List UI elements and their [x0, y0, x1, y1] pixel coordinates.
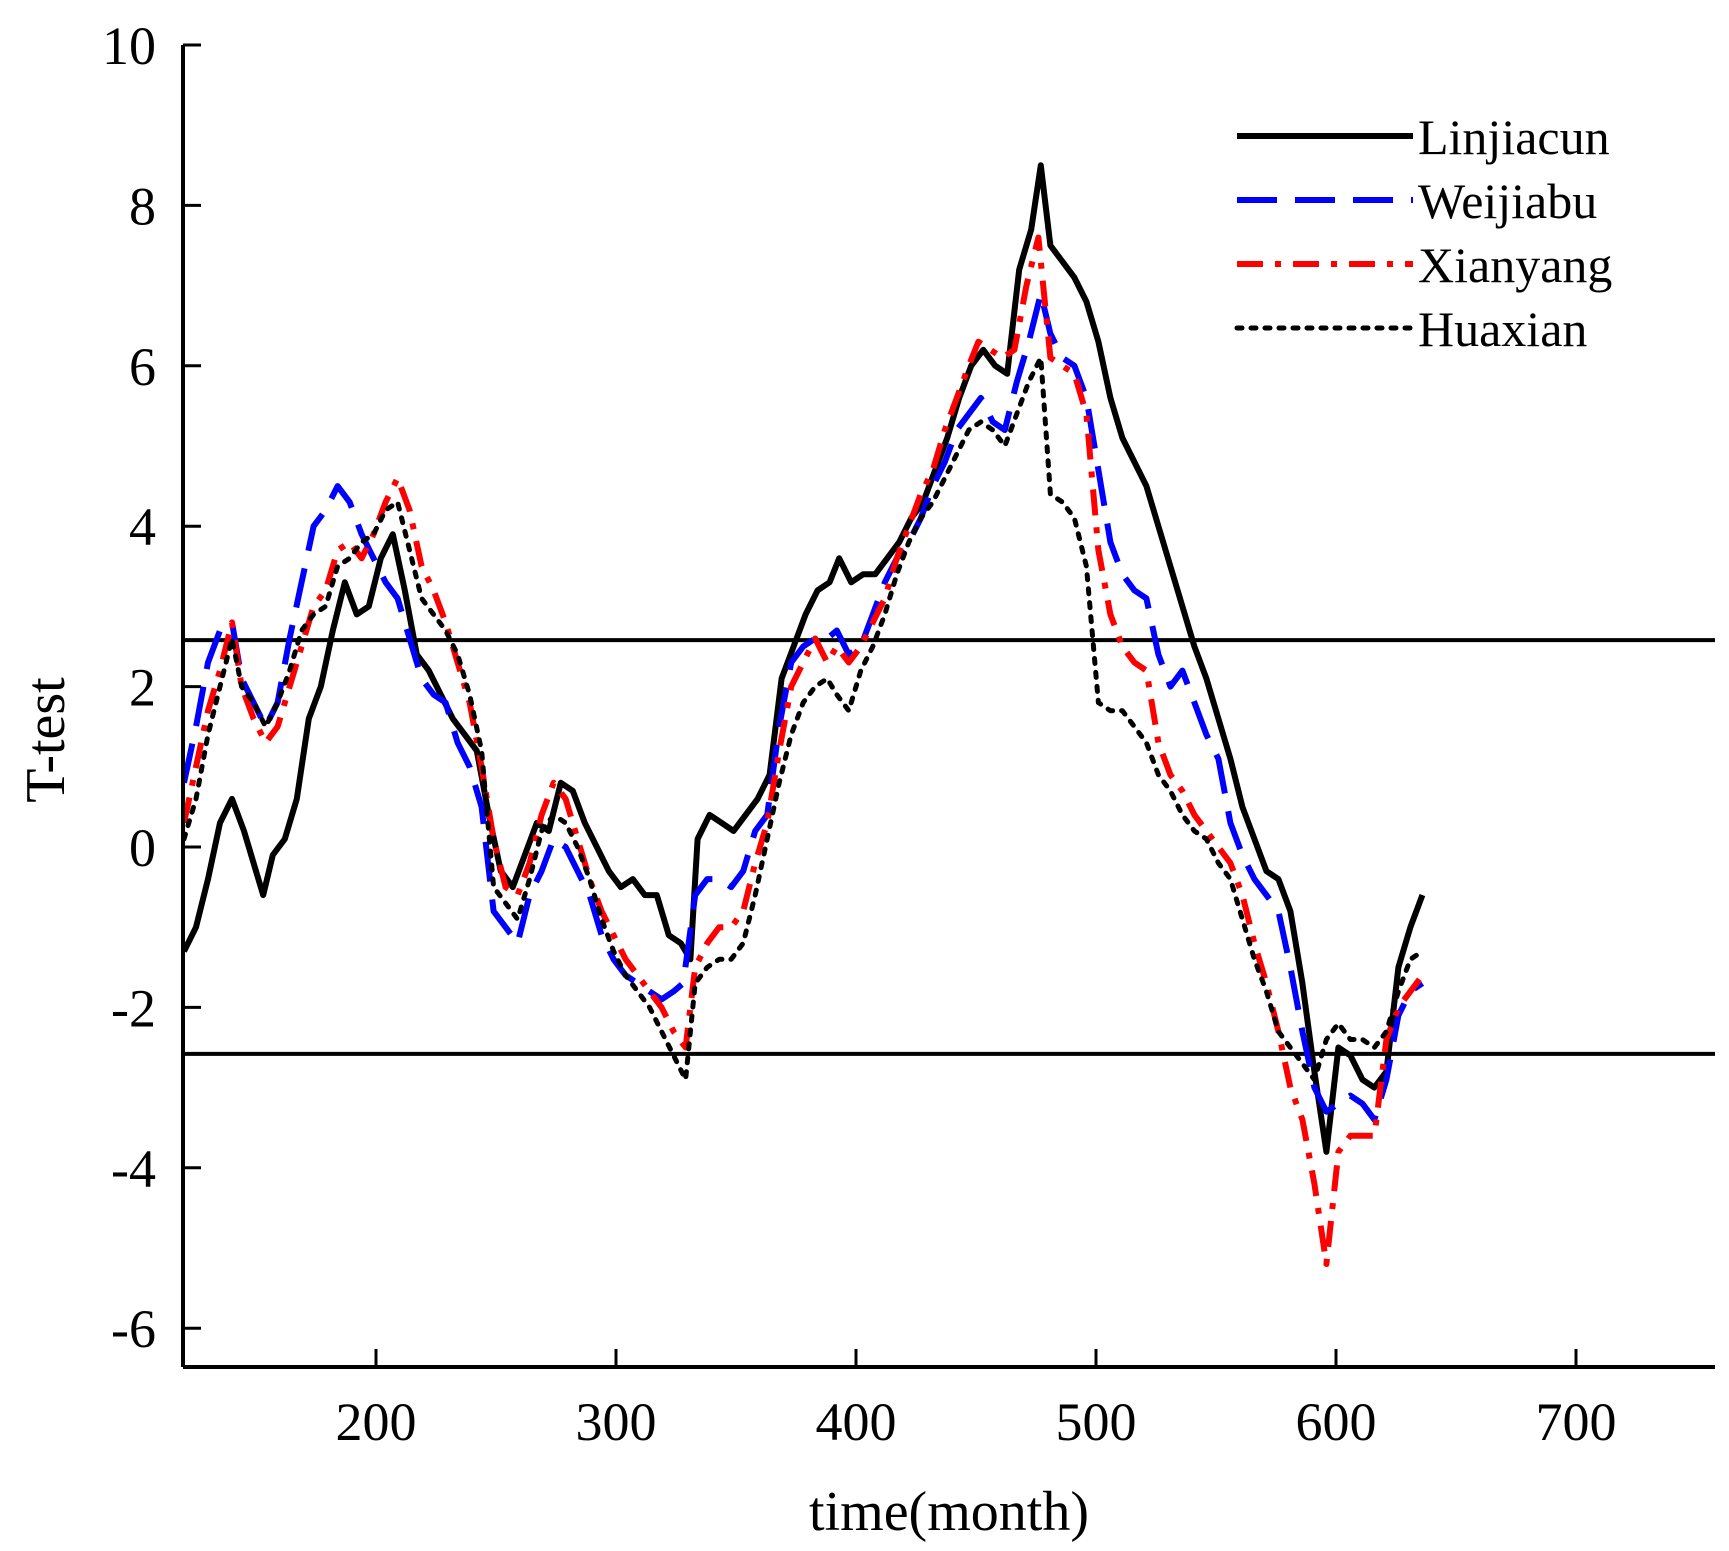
threshold-lines: [183, 638, 1715, 1056]
x-tick-label: 600: [1296, 1392, 1377, 1452]
y-tick-label: 4: [129, 497, 156, 557]
y-tick-label: 8: [129, 176, 156, 236]
series-line-weijiabu: [181, 290, 1425, 1123]
y-axis-title: T-test: [15, 677, 77, 803]
legend-label-weijiabu: Weijiabu: [1418, 173, 1597, 229]
y-tick-label: -4: [111, 1139, 156, 1199]
axes: [181, 45, 1715, 1369]
y-tick-label: 6: [129, 337, 156, 397]
series-line-linjiacun: [181, 162, 1426, 1155]
x-tick-label: 300: [576, 1392, 657, 1452]
legend-label-linjiacun: Linjiacun: [1418, 109, 1610, 165]
legend-label-xianyang: Xianyang: [1418, 237, 1612, 293]
x-tick-label: 700: [1536, 1392, 1617, 1452]
x-tick-label: 200: [336, 1392, 417, 1452]
series-lines: [181, 162, 1426, 1267]
x-tick-label: 500: [1056, 1392, 1137, 1452]
series-line-xianyang: [181, 234, 1425, 1267]
y-tick-label: -6: [111, 1299, 156, 1359]
legend: Linjiacun Weijiabu Xianyang Huaxian: [1234, 109, 1612, 357]
series-line-huaxian: [181, 355, 1425, 1083]
y-tick-label: 0: [129, 818, 156, 878]
ticks: 200 300 400 500 600 700 10 8 6 4 2 0 -2 -4 -6: [102, 16, 1617, 1452]
legend-label-huaxian: Huaxian: [1418, 301, 1587, 357]
y-tick-label: -2: [111, 978, 156, 1038]
y-tick-label: 2: [129, 658, 156, 718]
x-axis-title: time(month): [809, 1481, 1089, 1543]
x-tick-label: 400: [816, 1392, 897, 1452]
y-tick-label: 10: [102, 16, 156, 76]
